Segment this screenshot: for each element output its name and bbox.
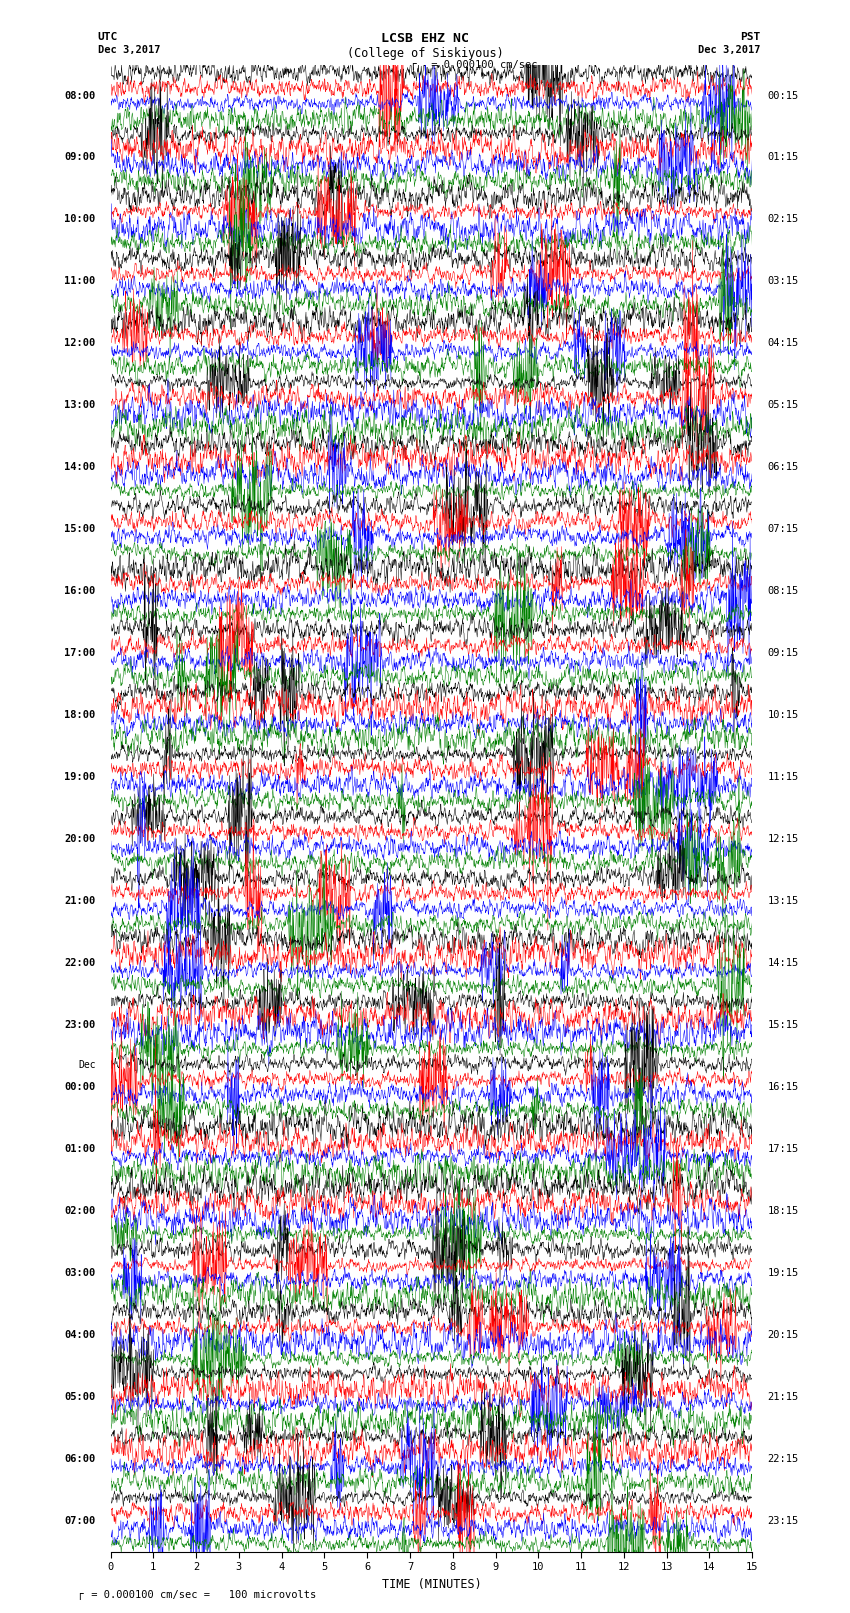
Text: ┌: ┌ — [76, 1590, 83, 1600]
Text: 07:15: 07:15 — [768, 524, 798, 534]
Text: 08:00: 08:00 — [65, 90, 95, 100]
Text: 17:15: 17:15 — [768, 1144, 798, 1153]
Text: 05:00: 05:00 — [65, 1392, 95, 1402]
Text: 12:00: 12:00 — [65, 339, 95, 348]
Text: 10:00: 10:00 — [65, 215, 95, 224]
Text: (College of Siskiyous): (College of Siskiyous) — [347, 47, 503, 60]
Text: UTC: UTC — [98, 32, 118, 42]
Text: 20:15: 20:15 — [768, 1329, 798, 1340]
Text: 15:15: 15:15 — [768, 1019, 798, 1031]
Text: 18:15: 18:15 — [768, 1207, 798, 1216]
X-axis label: TIME (MINUTES): TIME (MINUTES) — [382, 1578, 481, 1590]
Text: 22:00: 22:00 — [65, 958, 95, 968]
Text: 23:15: 23:15 — [768, 1516, 798, 1526]
Text: 13:00: 13:00 — [65, 400, 95, 410]
Text: Dec 3,2017: Dec 3,2017 — [698, 45, 761, 55]
Text: 19:15: 19:15 — [768, 1268, 798, 1277]
Text: 01:15: 01:15 — [768, 153, 798, 163]
Text: 01:00: 01:00 — [65, 1144, 95, 1153]
Text: 09:00: 09:00 — [65, 153, 95, 163]
Text: PST: PST — [740, 32, 761, 42]
Text: 02:15: 02:15 — [768, 215, 798, 224]
Text: 04:00: 04:00 — [65, 1329, 95, 1340]
Text: = 0.000100 cm/sec =   100 microvolts: = 0.000100 cm/sec = 100 microvolts — [85, 1590, 316, 1600]
Text: 05:15: 05:15 — [768, 400, 798, 410]
Text: 21:15: 21:15 — [768, 1392, 798, 1402]
Text: 14:15: 14:15 — [768, 958, 798, 968]
Text: 20:00: 20:00 — [65, 834, 95, 844]
Text: 18:00: 18:00 — [65, 710, 95, 719]
Text: 03:15: 03:15 — [768, 276, 798, 287]
Text: 06:15: 06:15 — [768, 463, 798, 473]
Text: 00:15: 00:15 — [768, 90, 798, 100]
Text: 08:15: 08:15 — [768, 586, 798, 597]
Text: 09:15: 09:15 — [768, 648, 798, 658]
Text: 13:15: 13:15 — [768, 897, 798, 907]
Text: 16:15: 16:15 — [768, 1082, 798, 1092]
Text: 23:00: 23:00 — [65, 1019, 95, 1031]
Text: 00:00: 00:00 — [65, 1082, 95, 1092]
Text: 21:00: 21:00 — [65, 897, 95, 907]
Text: 14:00: 14:00 — [65, 463, 95, 473]
Text: = 0.000100 cm/sec: = 0.000100 cm/sec — [425, 60, 537, 69]
Text: 17:00: 17:00 — [65, 648, 95, 658]
Text: 22:15: 22:15 — [768, 1453, 798, 1463]
Text: ┌: ┌ — [409, 60, 416, 69]
Text: 11:15: 11:15 — [768, 773, 798, 782]
Text: 02:00: 02:00 — [65, 1207, 95, 1216]
Text: 06:00: 06:00 — [65, 1453, 95, 1463]
Text: 19:00: 19:00 — [65, 773, 95, 782]
Text: Dec: Dec — [78, 1060, 95, 1071]
Text: 04:15: 04:15 — [768, 339, 798, 348]
Text: 12:15: 12:15 — [768, 834, 798, 844]
Text: 11:00: 11:00 — [65, 276, 95, 287]
Text: 07:00: 07:00 — [65, 1516, 95, 1526]
Text: 16:00: 16:00 — [65, 586, 95, 597]
Text: 15:00: 15:00 — [65, 524, 95, 534]
Text: 10:15: 10:15 — [768, 710, 798, 719]
Text: 03:00: 03:00 — [65, 1268, 95, 1277]
Text: LCSB EHZ NC: LCSB EHZ NC — [381, 32, 469, 45]
Text: Dec 3,2017: Dec 3,2017 — [98, 45, 161, 55]
